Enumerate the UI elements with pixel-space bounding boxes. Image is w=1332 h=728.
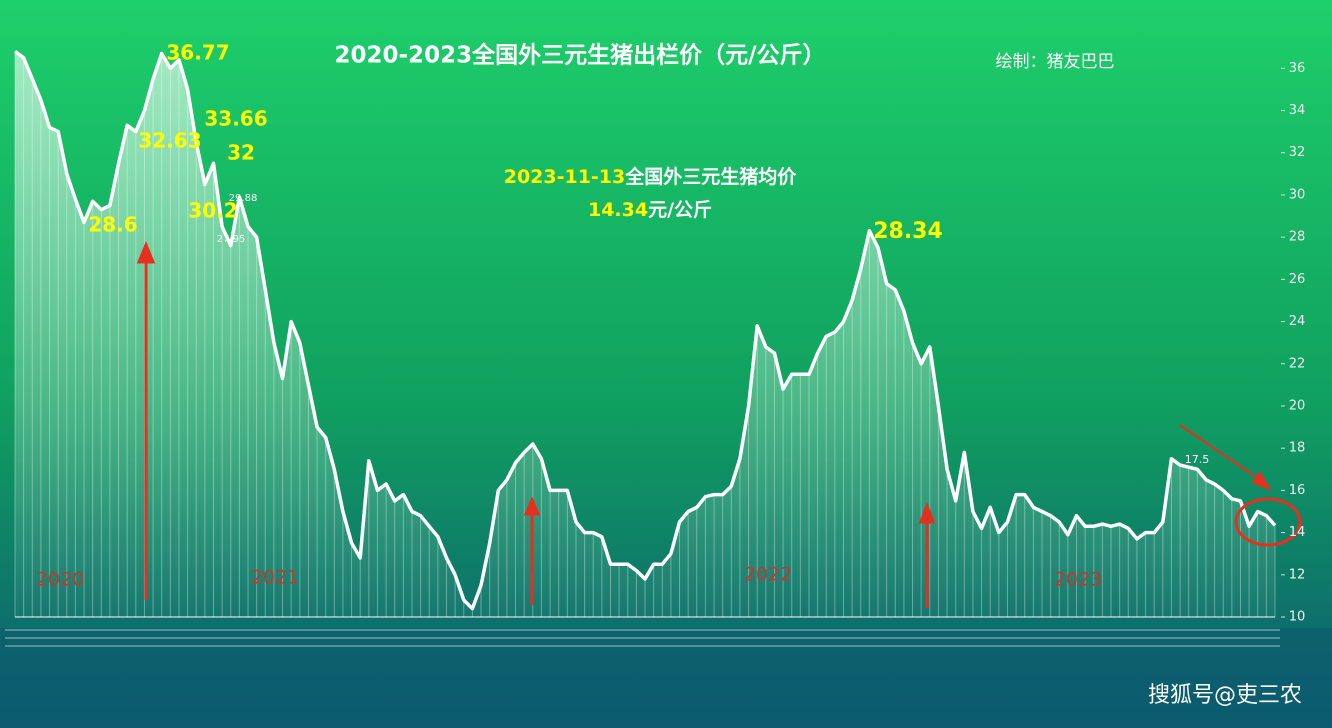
arrow-head	[523, 496, 541, 516]
y-tick-label: 22	[1289, 356, 1306, 371]
data-annotation: 32	[227, 141, 255, 165]
highlight-circle	[1234, 497, 1302, 547]
note-unit: 元/公斤	[648, 199, 712, 221]
arrows	[136, 241, 1272, 608]
credit: 绘制：猪友巴巴	[996, 52, 1115, 72]
data-annotation: 30.2	[188, 199, 237, 223]
y-tick-label: 30	[1289, 187, 1306, 202]
arrow	[1179, 424, 1261, 481]
y-tick-label: 34	[1289, 103, 1306, 118]
marks	[13, 49, 1277, 617]
x-axis-band	[0, 628, 1332, 728]
y-tick-label: 16	[1289, 483, 1306, 498]
arrow-head	[136, 241, 156, 264]
data-annotation: 29.88	[229, 193, 258, 204]
y-tick-label: 12	[1289, 567, 1306, 582]
y-tick-label: 24	[1289, 314, 1306, 329]
data-annotation: 28.34	[873, 219, 943, 244]
note-date: 2023-11-13	[504, 166, 626, 188]
year-label: 2020	[36, 569, 84, 591]
data-annotation: 36.77	[166, 41, 229, 65]
arrow-head	[1251, 471, 1272, 492]
y-tick-label: 18	[1289, 441, 1306, 456]
area	[15, 51, 1275, 617]
note-text: 全国外三元生猪均价	[624, 165, 797, 188]
year-label: 2023	[1054, 569, 1102, 591]
note: 2023-11-13全国外三元生猪均价	[504, 165, 798, 188]
y-tick-label: 36	[1289, 61, 1306, 76]
y-tick-label: 32	[1289, 145, 1306, 160]
y-tick-label: 26	[1289, 272, 1306, 287]
data-annotation: 17.5	[1185, 453, 1210, 466]
arrow-head	[918, 501, 936, 524]
line	[13, 49, 1277, 611]
data-annotation: 28.6	[88, 213, 137, 237]
y-tick-label: 10	[1289, 610, 1306, 625]
y-tick-label: 14	[1289, 525, 1306, 540]
data-annotation: 33.66	[204, 107, 267, 131]
note-price: 14.34	[588, 199, 648, 221]
data-annotation: 27.95	[217, 234, 246, 245]
year-label: 2022	[744, 564, 792, 586]
chart-title: 2020-2023全国外三元生猪出栏价（元/公斤）	[335, 42, 826, 69]
data-annotation: 32.63	[138, 129, 201, 153]
watermark: 搜狐号@吏三农	[1148, 683, 1302, 708]
y-tick-label: 28	[1289, 230, 1306, 245]
year-label: 2021	[251, 567, 299, 589]
y-tick-label: 20	[1289, 398, 1306, 413]
note-price-line: 14.34元/公斤	[588, 199, 712, 221]
